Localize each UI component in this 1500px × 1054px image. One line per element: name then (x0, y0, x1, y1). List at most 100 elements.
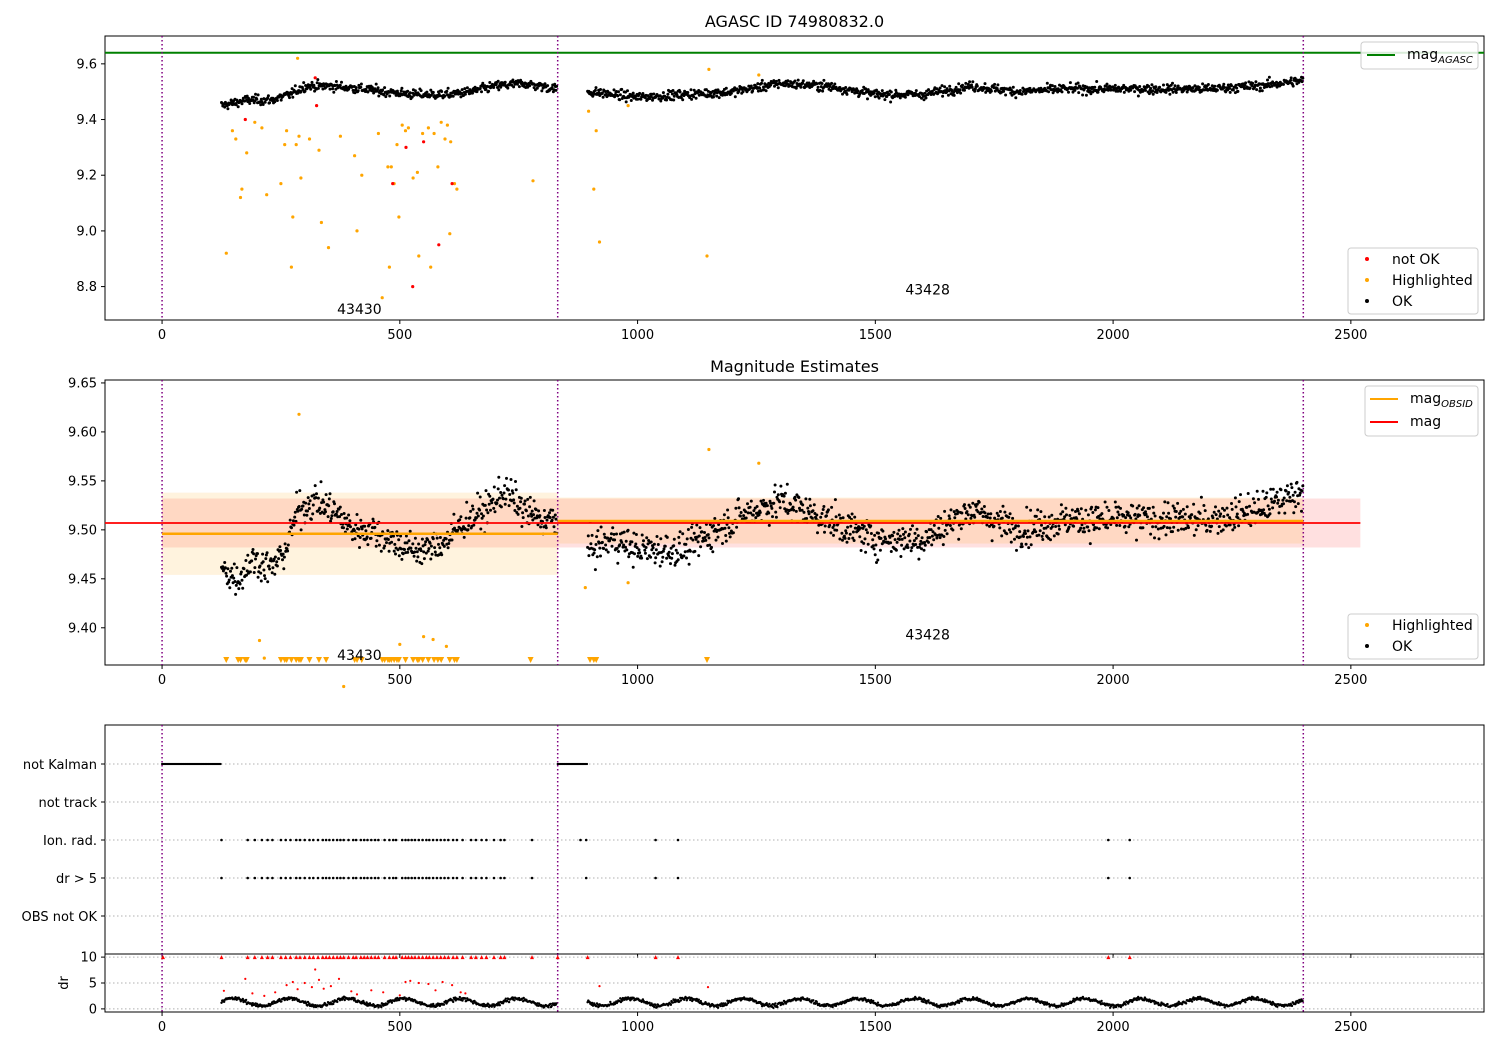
ok-point (910, 549, 913, 552)
ok-point (437, 543, 440, 546)
ok-point (630, 99, 633, 102)
flag-point (395, 839, 398, 842)
flag-point (1107, 877, 1110, 880)
highlighted-point (355, 229, 358, 232)
ok-point (1294, 491, 1297, 494)
ok-point (546, 519, 549, 522)
ok-point (466, 86, 469, 89)
ok-point (414, 537, 417, 540)
ok-point (262, 560, 265, 563)
ok-point (1146, 515, 1149, 518)
ok-point (937, 515, 940, 518)
ok-point (872, 544, 875, 547)
ok-point (1049, 538, 1052, 541)
ok-point (1261, 89, 1264, 92)
ok-point (1237, 524, 1240, 527)
ok-point (976, 85, 979, 88)
ok-point (686, 91, 689, 94)
ok-point (1068, 514, 1071, 517)
ok-point (876, 559, 879, 562)
ok-point (953, 516, 956, 519)
highlighted-point (627, 581, 630, 584)
ok-point (682, 555, 685, 558)
ok-point (342, 526, 345, 529)
flag-point (284, 839, 287, 842)
ok-point (1026, 536, 1029, 539)
ok-point (967, 513, 970, 516)
ok-point (880, 537, 883, 540)
ok-point (861, 89, 864, 92)
ok-point (611, 545, 614, 548)
highlighted-point (291, 215, 294, 218)
ok-point (1251, 82, 1254, 85)
ok-point (973, 90, 976, 93)
ok-point (657, 543, 660, 546)
ok-point (538, 514, 541, 517)
ok-point (989, 517, 992, 520)
flag-point (377, 839, 380, 842)
ok-point (516, 505, 519, 508)
ok-point (737, 497, 740, 500)
flag-point (388, 839, 391, 842)
ok-point (420, 549, 423, 552)
flag-point (383, 877, 386, 880)
flag-point (414, 839, 417, 842)
ok-point (1272, 488, 1275, 491)
flag-point (432, 877, 435, 880)
ok-point (917, 558, 920, 561)
ok-point (409, 547, 412, 550)
ok-point (1234, 496, 1237, 499)
y-tick-label: 9.0 (76, 224, 97, 239)
x-tick-label: 1000 (621, 1020, 654, 1035)
ok-point (415, 560, 418, 563)
ok-point (797, 79, 800, 82)
ok-point (420, 89, 423, 92)
ok-point (508, 493, 511, 496)
highlighted-point (427, 126, 430, 129)
ok-point (894, 538, 897, 541)
ok-point (497, 487, 500, 490)
ok-point (673, 538, 676, 541)
ok-point (1124, 525, 1127, 528)
flag-point (531, 839, 534, 842)
ok-point (327, 515, 330, 518)
ok-point (358, 546, 361, 549)
ok-point (502, 497, 505, 500)
ok-point (343, 512, 346, 515)
ok-point (1124, 516, 1127, 519)
x-tick-label: 500 (387, 328, 412, 343)
ok-point (816, 531, 819, 534)
ok-point (375, 83, 378, 86)
ok-point (1002, 505, 1005, 508)
ok-point (1301, 80, 1304, 83)
ok-point (318, 507, 321, 510)
ok-point (655, 548, 658, 551)
ok-point (916, 528, 919, 531)
ok-point (1232, 89, 1235, 92)
y-tick-label: 8.8 (76, 280, 97, 295)
ok-point (1235, 505, 1238, 508)
ok-point (715, 95, 718, 98)
ok-point (1138, 504, 1141, 507)
ok-point (602, 96, 605, 99)
ok-point (1253, 501, 1256, 504)
ok-point (695, 524, 698, 527)
ok-point (1067, 91, 1070, 94)
ok-point (939, 517, 942, 520)
highlighted-point (317, 149, 320, 152)
ok-point (528, 84, 531, 87)
y-tick-label: 5 (89, 977, 97, 992)
ok-point (520, 525, 523, 528)
ok-point (312, 504, 315, 507)
ok-point (479, 528, 482, 531)
ok-point (1246, 513, 1249, 516)
ok-point (1095, 526, 1098, 529)
ok-point (314, 496, 317, 499)
ok-point (476, 492, 479, 495)
ok-point (769, 502, 772, 505)
ok-point (414, 89, 417, 92)
ok-point (1229, 91, 1232, 94)
ok-point (309, 499, 312, 502)
ok-point (429, 542, 432, 545)
ok-point (266, 551, 269, 554)
